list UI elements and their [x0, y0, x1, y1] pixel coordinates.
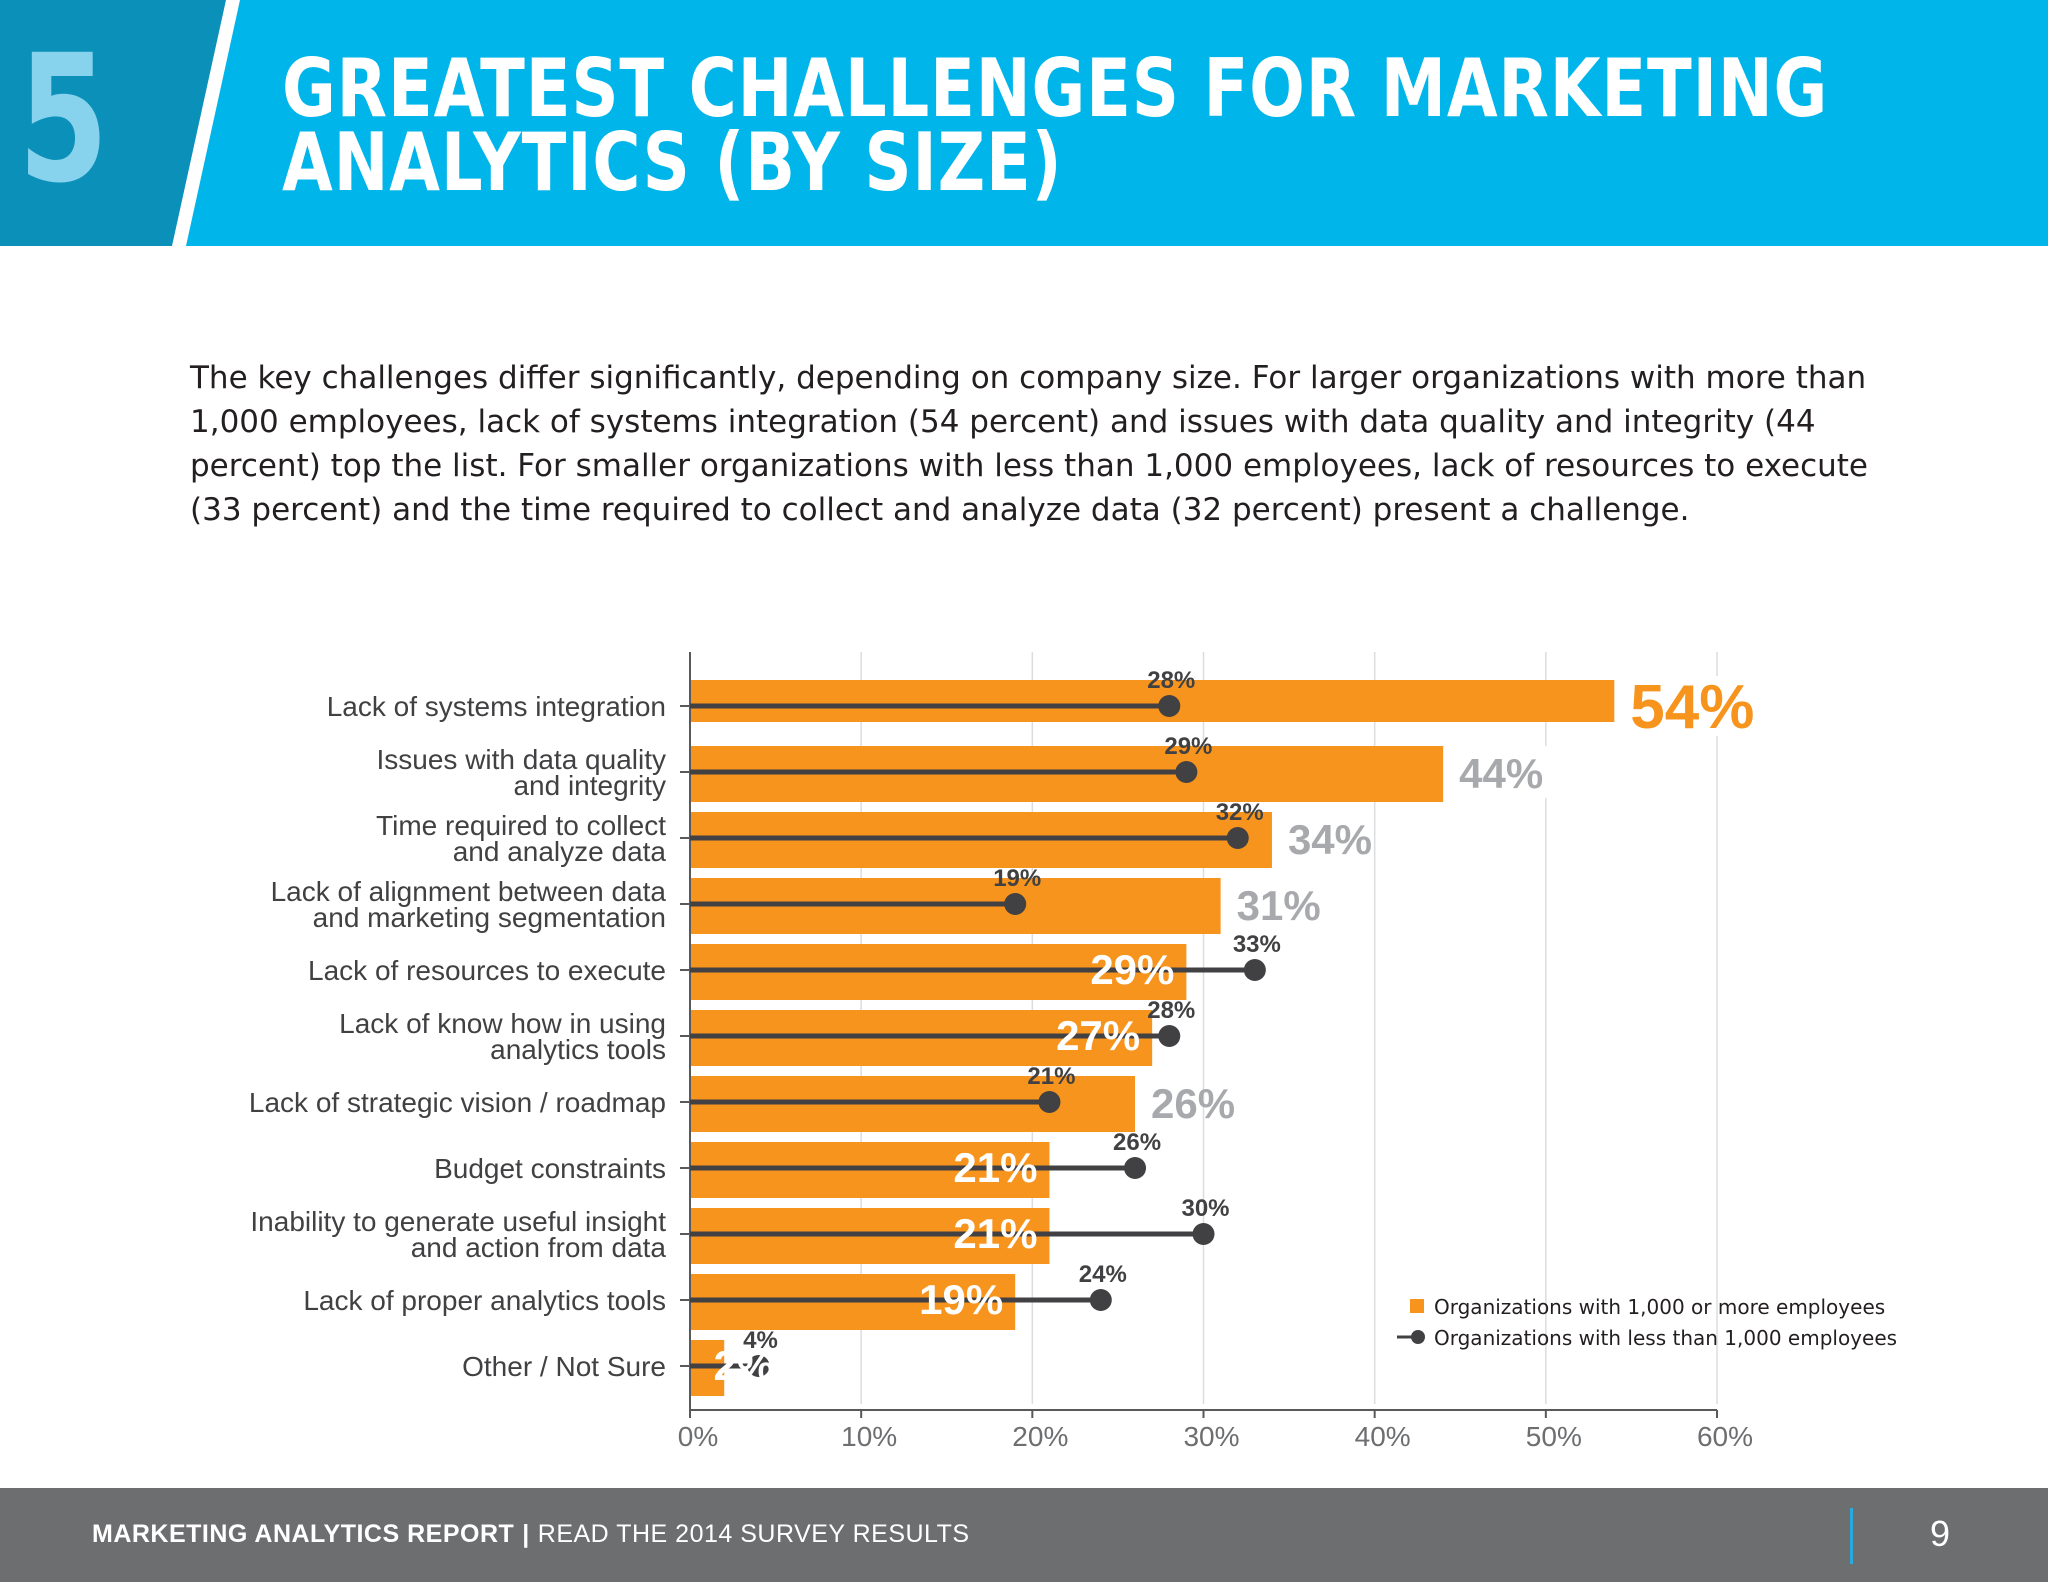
x-tick-label: 20% [1012, 1421, 1068, 1452]
label-backdrop [1616, 676, 1787, 736]
category-label: Lack of know how in using [339, 1008, 666, 1039]
bar-value-label: 21% [953, 1144, 1037, 1191]
footer-separator: | [522, 1520, 530, 1548]
dot-value-label: 28% [1147, 667, 1195, 694]
page-number: 9 [1929, 1513, 1951, 1554]
dot-value-label: 29% [1164, 733, 1212, 760]
lollipop-dot [1004, 893, 1027, 915]
lollipop-dot [1175, 761, 1198, 783]
category-label: and integrity [513, 770, 666, 801]
category-label: Inability to generate useful insight [250, 1206, 666, 1237]
bar-value-label: 26% [1151, 1080, 1235, 1127]
lollipop-dot [1124, 1157, 1147, 1179]
category-label: Lack of resources to execute [308, 955, 666, 986]
category-label: Lack of systems integration [327, 691, 666, 722]
footer-report-name: MARKETING ANALYTICS REPORT [92, 1520, 515, 1548]
page-title: GREATEST CHALLENGES FOR MARKETING ANALYT… [282, 42, 1829, 209]
bar-value-label: 19% [919, 1276, 1003, 1323]
bar-value-label: 54% [1630, 673, 1754, 742]
label-backdrop [1445, 746, 1616, 798]
dot-value-label: 24% [1079, 1261, 1127, 1288]
dot-value-label: 26% [1113, 1129, 1161, 1156]
legend-swatch-large-orgs [1410, 1299, 1424, 1313]
x-tick-label: 30% [1183, 1421, 1239, 1452]
bar-value-label: 31% [1237, 882, 1321, 929]
lollipop-dot [1243, 959, 1266, 981]
category-label: analytics tools [490, 1034, 666, 1065]
dot-value-label: 28% [1147, 997, 1195, 1024]
dot-value-label: 30% [1181, 1195, 1229, 1222]
lollipop-dot [1226, 827, 1249, 849]
dot-value-label: 32% [1216, 799, 1264, 826]
category-label: and marketing segmentation [313, 902, 666, 933]
x-tick-label: 50% [1526, 1421, 1582, 1452]
legend-dot-small-orgs [1411, 1330, 1425, 1344]
category-label: and action from data [411, 1232, 667, 1263]
category-label: Lack of strategic vision / roadmap [249, 1087, 666, 1118]
lollipop-dot [1038, 1091, 1061, 1113]
category-label: Lack of alignment between data [271, 876, 667, 907]
x-tick-label: 60% [1697, 1421, 1753, 1452]
page-title-line-2: ANALYTICS (BY SIZE) [282, 116, 1063, 209]
lollipop-dot [747, 1355, 770, 1377]
bar-value-label: 27% [1056, 1012, 1140, 1059]
category-label: Time required to collect [376, 810, 666, 841]
bar-value-label: 44% [1459, 750, 1543, 797]
dot-value-label: 19% [993, 865, 1041, 892]
dot-value-label: 33% [1233, 931, 1281, 958]
bar-value-label: 29% [1090, 946, 1174, 993]
category-label: Lack of proper analytics tools [303, 1285, 666, 1316]
bar-value-label: 21% [953, 1210, 1037, 1257]
lollipop-dot [1192, 1223, 1215, 1245]
category-label: and analyze data [453, 836, 667, 867]
legend-label-small-orgs: Organizations with less than 1,000 emplo… [1434, 1326, 1897, 1350]
bar [690, 680, 1615, 722]
category-label: Budget constraints [434, 1153, 666, 1184]
category-label: Issues with data quality [377, 744, 667, 775]
lollipop-dot [1089, 1289, 1112, 1311]
header-banner: 5 GREATEST CHALLENGES FOR MARKETING ANAL… [0, 0, 2048, 246]
footer-text: MARKETING ANALYTICS REPORT | READ THE 2014… [92, 1516, 970, 1552]
legend-label-large-orgs: Organizations with 1,000 or more employe… [1434, 1295, 1885, 1319]
footer-subtitle-link[interactable]: READ THE 2014 SURVEY RESULTS [537, 1520, 970, 1548]
dot-value-label: 21% [1027, 1063, 1075, 1090]
footer-divider [1850, 1508, 1853, 1564]
intro-paragraph: The key challenges differ significantly,… [190, 360, 1868, 528]
dot-value-label: 4% [743, 1327, 778, 1354]
x-tick-label: 10% [841, 1421, 897, 1452]
lollipop-dot [1158, 695, 1181, 717]
page-title-line-1: GREATEST CHALLENGES FOR MARKETING [282, 42, 1829, 135]
x-tick-label: 0% [678, 1421, 718, 1452]
challenges-bar-chart: 0% 10% 20% 30% 40% 50% 60% 28% 29% 32% 19% 33% 28% 21… [249, 652, 1897, 1452]
category-label: Other / Not Sure [462, 1351, 666, 1382]
bar-value-label: 34% [1288, 816, 1372, 863]
lollipop-dot [1158, 1025, 1181, 1047]
x-tick-label: 40% [1355, 1421, 1411, 1452]
bar-value-label: 2% [714, 1342, 775, 1389]
section-number: 5 [18, 17, 109, 222]
footer-bar: MARKETING ANALYTICS REPORT | READ THE 2014… [0, 1488, 2048, 1582]
